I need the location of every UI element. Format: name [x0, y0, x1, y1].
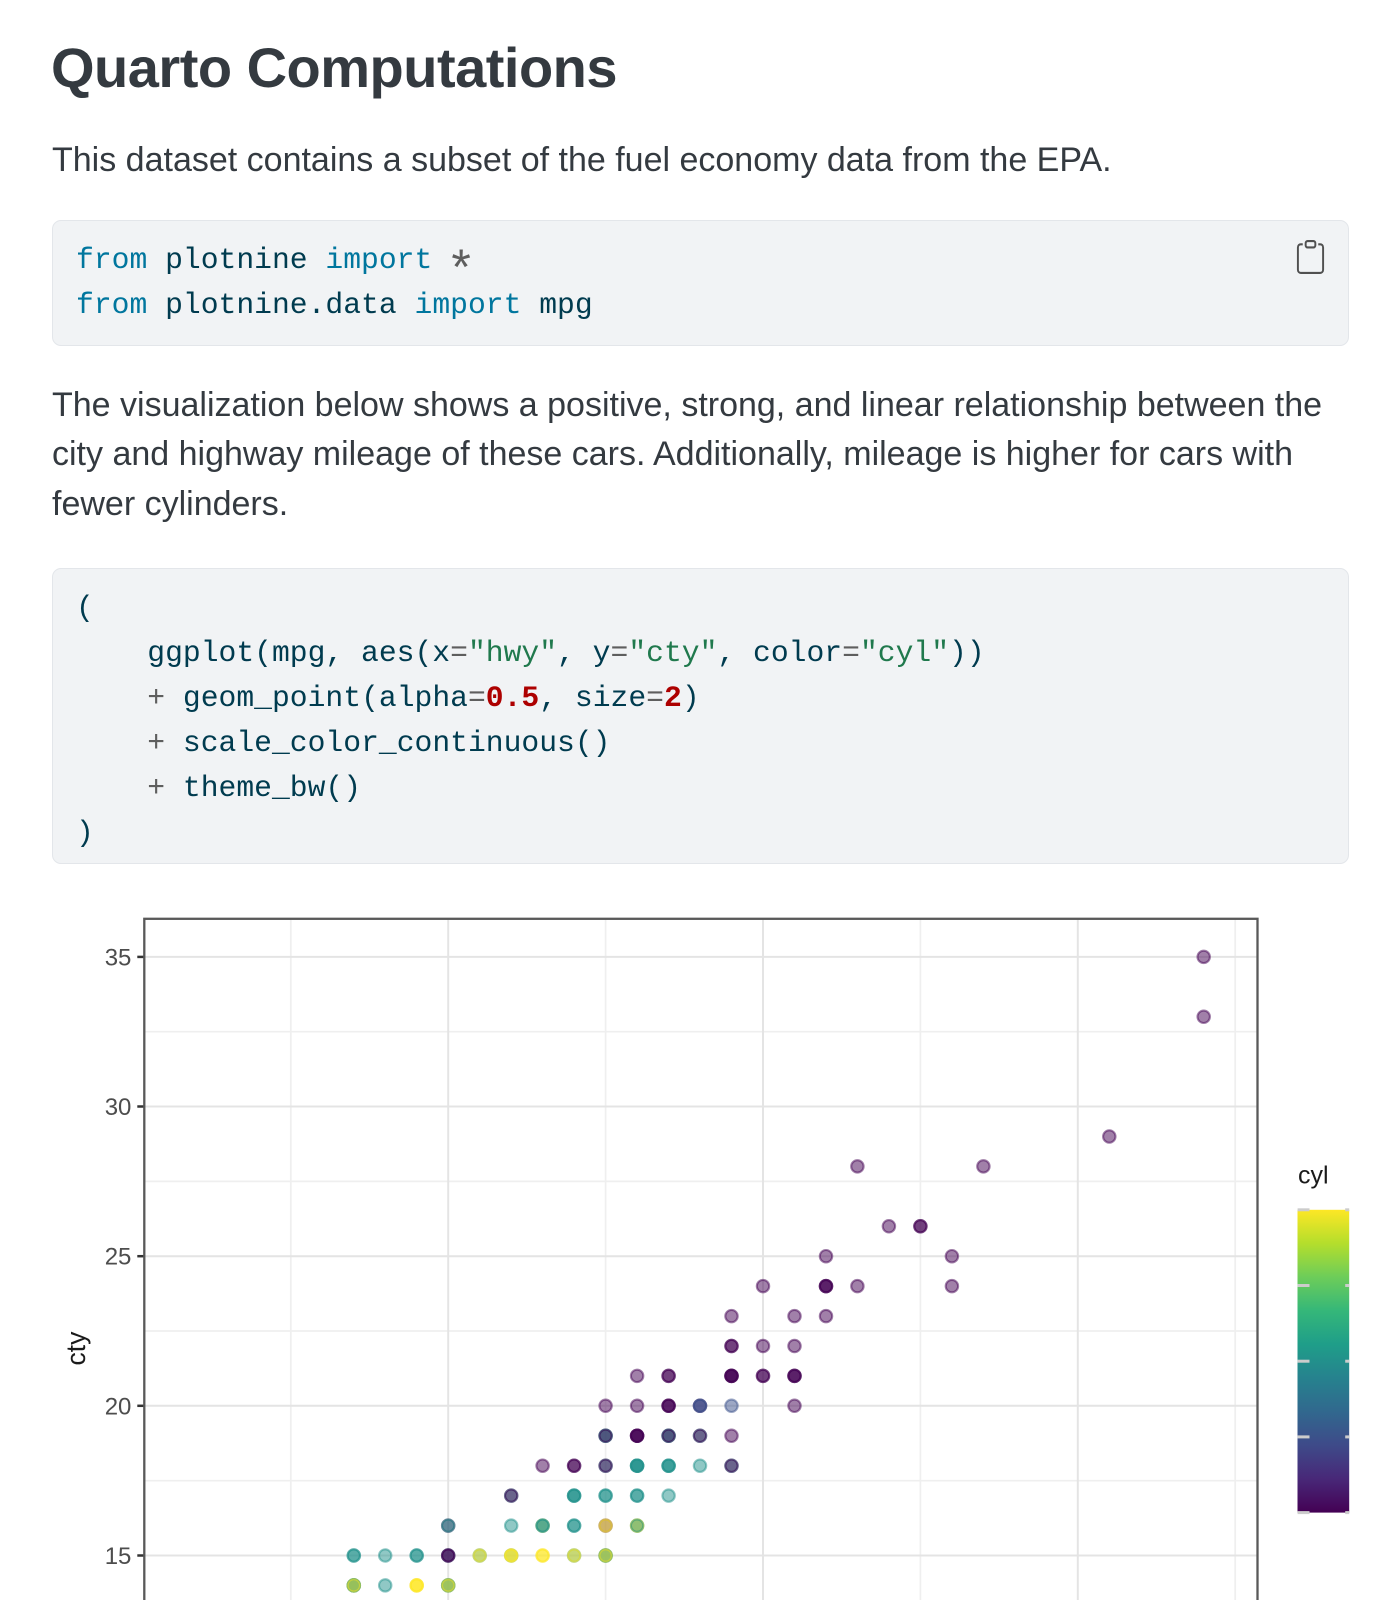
svg-text:cyl: cyl — [1298, 1162, 1329, 1190]
svg-text:35: 35 — [105, 944, 132, 971]
svg-text:15: 15 — [105, 1543, 132, 1570]
svg-text:cty: cty — [61, 1331, 91, 1366]
svg-text:20: 20 — [105, 1393, 132, 1420]
svg-text:30: 30 — [105, 1094, 132, 1121]
svg-text:25: 25 — [105, 1244, 132, 1271]
